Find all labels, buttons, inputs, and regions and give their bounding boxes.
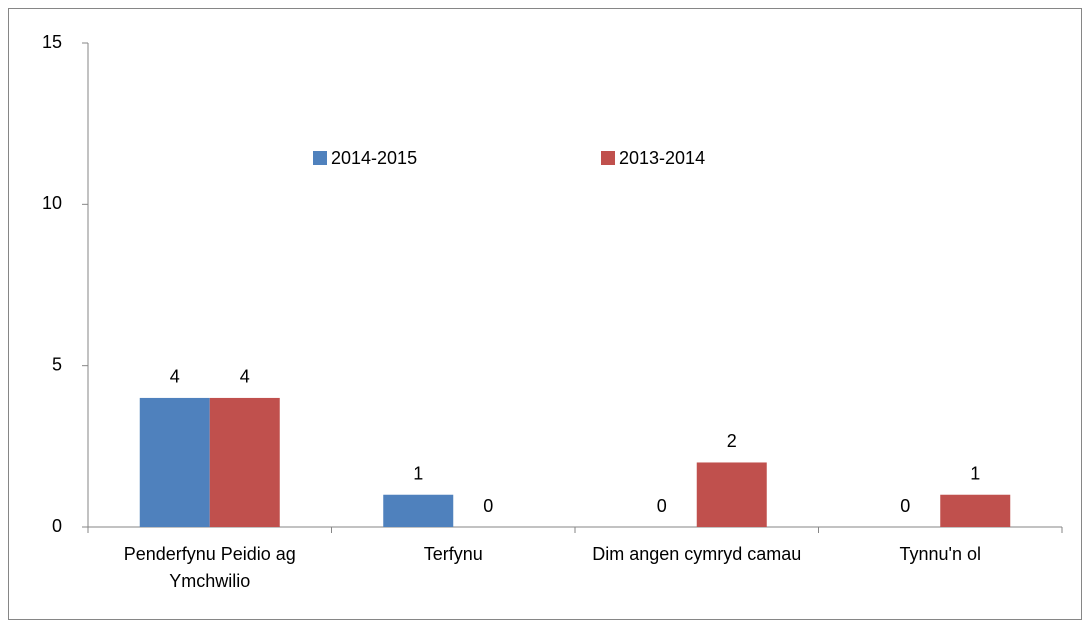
bar [940, 494, 1011, 527]
data-label: 1 [970, 463, 980, 483]
x-tick-label: Tynnu'n ol [899, 544, 982, 564]
bar [383, 494, 454, 527]
y-tick-label: 10 [42, 193, 62, 213]
chart-border [8, 8, 1082, 620]
data-label: 4 [170, 367, 180, 387]
data-label: 0 [483, 496, 493, 516]
y-tick-label: 0 [52, 516, 62, 536]
x-tick-label-box: Tynnu'n ol [899, 544, 982, 564]
x-tick-label-box: Dim angen cymryd camau [592, 544, 802, 564]
legend-swatch [601, 151, 615, 165]
legend-label: 2014-2015 [331, 148, 417, 168]
data-label: 4 [240, 367, 250, 387]
x-tick-label: Dim angen cymryd camau [592, 544, 802, 564]
data-label: 0 [900, 496, 910, 516]
y-tick-label: 5 [52, 354, 62, 374]
legend-label: 2013-2014 [619, 148, 705, 168]
legend-swatch [313, 151, 327, 165]
data-label: 2 [727, 431, 737, 451]
bar [209, 397, 280, 527]
data-label: 0 [657, 496, 667, 516]
y-tick-label: 15 [42, 32, 62, 52]
bar [696, 462, 767, 527]
x-tick-label: Penderfynu Peidio ag Ymchwilio [123, 544, 296, 591]
x-tick-label-box: Penderfynu Peidio ag Ymchwilio [123, 544, 296, 591]
bar [139, 397, 210, 527]
data-label: 1 [413, 463, 423, 483]
x-tick-label: Terfynu [423, 544, 483, 564]
x-tick-label-box: Terfynu [423, 544, 483, 564]
